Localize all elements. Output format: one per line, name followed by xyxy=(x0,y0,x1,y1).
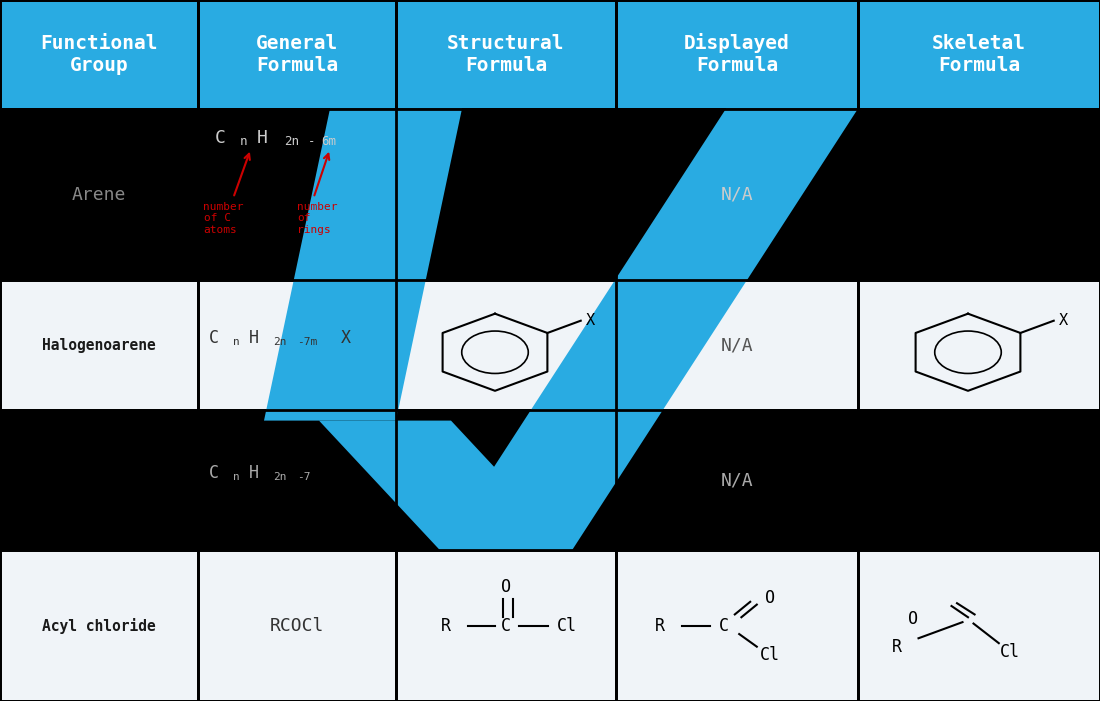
Polygon shape xyxy=(440,109,858,550)
Polygon shape xyxy=(264,109,462,421)
Text: R: R xyxy=(654,617,666,634)
Text: Cl: Cl xyxy=(1000,644,1020,661)
Text: X: X xyxy=(586,313,595,328)
FancyBboxPatch shape xyxy=(616,550,858,701)
Text: H: H xyxy=(249,329,258,347)
FancyBboxPatch shape xyxy=(858,550,1100,701)
FancyBboxPatch shape xyxy=(396,410,616,550)
FancyBboxPatch shape xyxy=(0,410,198,550)
Text: Acyl chloride: Acyl chloride xyxy=(42,618,156,634)
Text: R: R xyxy=(891,638,902,655)
Text: n: n xyxy=(240,135,248,149)
FancyBboxPatch shape xyxy=(616,280,858,410)
FancyBboxPatch shape xyxy=(198,109,396,280)
Text: -7m: -7m xyxy=(297,336,317,347)
FancyBboxPatch shape xyxy=(858,410,1100,550)
FancyBboxPatch shape xyxy=(396,0,616,109)
Text: RCOCl: RCOCl xyxy=(270,617,324,634)
Text: General
Formula: General Formula xyxy=(256,34,338,75)
Text: C: C xyxy=(214,130,225,147)
Text: N/A: N/A xyxy=(720,336,754,354)
Text: Functional
Group: Functional Group xyxy=(41,34,157,75)
Text: 2n: 2n xyxy=(284,135,299,149)
FancyBboxPatch shape xyxy=(198,410,396,550)
Text: H: H xyxy=(249,464,258,482)
Text: C: C xyxy=(209,329,219,347)
Text: O: O xyxy=(908,610,918,627)
Text: n: n xyxy=(233,472,240,482)
FancyBboxPatch shape xyxy=(0,550,198,701)
FancyBboxPatch shape xyxy=(198,280,396,410)
Text: R: R xyxy=(440,617,451,634)
Polygon shape xyxy=(319,421,572,550)
Text: H: H xyxy=(256,130,267,147)
FancyBboxPatch shape xyxy=(858,0,1100,109)
Text: C: C xyxy=(500,617,512,634)
FancyBboxPatch shape xyxy=(198,550,396,701)
FancyBboxPatch shape xyxy=(616,0,858,109)
FancyBboxPatch shape xyxy=(0,0,198,109)
Text: Arene: Arene xyxy=(72,186,126,203)
Text: -: - xyxy=(308,135,316,149)
Text: 2n: 2n xyxy=(273,472,286,482)
FancyBboxPatch shape xyxy=(858,280,1100,410)
FancyBboxPatch shape xyxy=(396,550,616,701)
FancyBboxPatch shape xyxy=(616,109,858,280)
Text: number
of C
atoms: number of C atoms xyxy=(204,202,244,235)
Text: C: C xyxy=(209,464,219,482)
Text: -7: -7 xyxy=(297,472,310,482)
FancyBboxPatch shape xyxy=(858,109,1100,280)
FancyBboxPatch shape xyxy=(396,280,616,410)
Text: Skeletal
Formula: Skeletal Formula xyxy=(932,34,1026,75)
Text: 2n: 2n xyxy=(273,336,286,347)
Text: C: C xyxy=(718,617,729,634)
Text: n: n xyxy=(233,336,240,347)
Text: O: O xyxy=(764,589,776,606)
FancyBboxPatch shape xyxy=(396,109,616,280)
Text: N/A: N/A xyxy=(720,471,754,489)
Text: Cl: Cl xyxy=(760,646,780,664)
Text: Halogenoarene: Halogenoarene xyxy=(42,338,156,353)
FancyBboxPatch shape xyxy=(0,280,198,410)
Text: X: X xyxy=(341,329,351,347)
Text: O: O xyxy=(500,578,512,596)
Text: N/A: N/A xyxy=(720,186,754,203)
FancyBboxPatch shape xyxy=(198,0,396,109)
Text: Structural
Formula: Structural Formula xyxy=(448,34,564,75)
FancyBboxPatch shape xyxy=(616,410,858,550)
FancyBboxPatch shape xyxy=(0,109,198,280)
Text: number
of
rings: number of rings xyxy=(297,202,338,235)
Text: Displayed
Formula: Displayed Formula xyxy=(684,34,790,75)
Text: Cl: Cl xyxy=(557,617,576,634)
Text: 6m: 6m xyxy=(321,135,337,149)
Text: X: X xyxy=(1059,313,1068,328)
